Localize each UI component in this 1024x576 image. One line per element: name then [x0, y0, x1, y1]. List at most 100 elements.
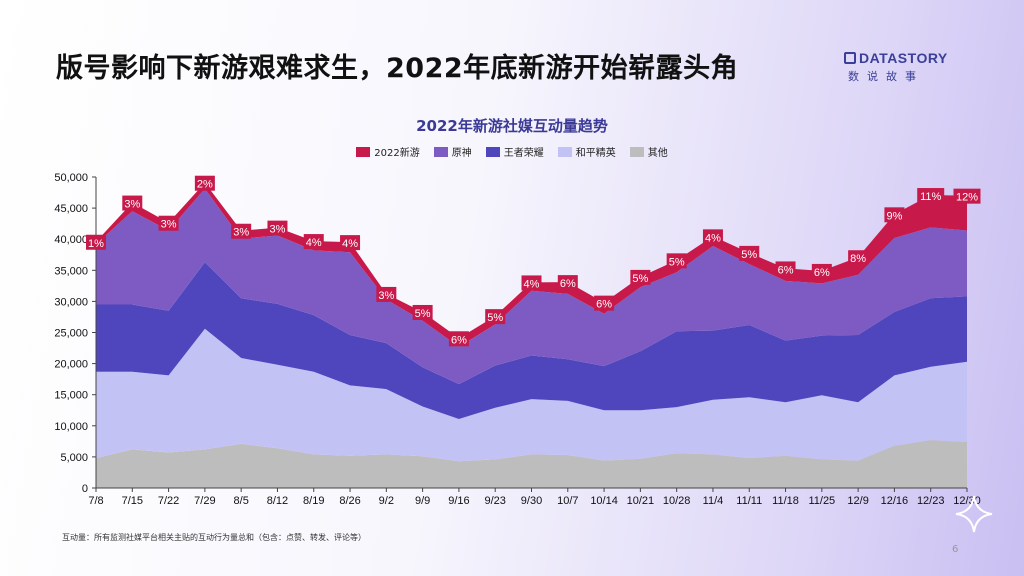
percent-label-bg — [158, 215, 179, 231]
percent-label-bg — [811, 263, 832, 279]
legend-swatch — [557, 146, 572, 157]
legend-swatch — [629, 146, 644, 157]
x-tick-label: 9/16 — [448, 495, 469, 507]
percent-label-bg — [86, 234, 106, 250]
percent-label: 5% — [632, 273, 648, 285]
x-tick-label: 11/4 — [703, 495, 724, 507]
percent-label-bg — [702, 229, 723, 245]
x-tick-label: 7/22 — [158, 495, 179, 507]
legend-item: 王者荣耀 — [485, 144, 544, 159]
percent-label: 3% — [161, 219, 177, 231]
percent-label-bg — [267, 220, 288, 236]
percent-label-bg — [884, 207, 905, 223]
percent-label: 4% — [306, 237, 322, 249]
percent-label-bg — [739, 245, 760, 261]
percent-label: 9% — [886, 210, 902, 222]
percent-label: 6% — [560, 278, 576, 290]
percent-label-bg — [485, 309, 506, 325]
logo-name: DATASTORY — [859, 50, 948, 66]
y-tick-label: 20,000 — [54, 359, 88, 371]
percent-label: 5% — [415, 308, 431, 320]
sparkle-icon — [955, 495, 993, 533]
percent-label: 6% — [814, 267, 830, 279]
percent-label-bg — [521, 275, 542, 291]
x-tick-label: 11/18 — [772, 495, 799, 507]
percent-label: 4% — [705, 232, 721, 244]
percent-label: 3% — [378, 290, 394, 302]
percent-label: 6% — [778, 264, 794, 276]
percent-label-bg — [303, 234, 324, 250]
percent-label: 1% — [88, 238, 104, 250]
page-number: 6 — [952, 544, 959, 555]
legend-label: 原神 — [451, 148, 472, 159]
legend-label: 其他 — [647, 148, 668, 159]
y-tick-label: 35,000 — [54, 265, 88, 277]
percent-label-bg — [917, 188, 945, 204]
y-tick-label: 5,000 — [60, 452, 88, 464]
percent-label: 2% — [197, 179, 213, 191]
x-tick-label: 7/15 — [122, 495, 143, 507]
percent-label-bg — [412, 304, 433, 320]
percent-label-bg — [848, 250, 869, 266]
x-tick-label: 9/23 — [484, 495, 505, 507]
x-tick-label: 10/14 — [590, 495, 618, 507]
percent-label-bg — [666, 253, 687, 269]
logo-mark-icon — [844, 52, 856, 64]
percent-label-bg — [557, 275, 578, 291]
percent-label-bg — [122, 195, 143, 211]
x-tick-label: 10/7 — [557, 495, 578, 507]
percent-label-bg — [594, 295, 615, 311]
percent-label-bg — [376, 286, 397, 302]
legend-label: 王者荣耀 — [503, 148, 544, 159]
x-tick-label: 9/2 — [379, 495, 394, 507]
percent-label: 4% — [524, 278, 540, 290]
percent-label-bg — [340, 235, 361, 251]
legend-item: 其他 — [629, 144, 668, 159]
legend-item: 原神 — [433, 144, 472, 159]
x-tick-label: 7/29 — [194, 495, 215, 507]
x-tick-label: 8/5 — [234, 495, 249, 507]
x-tick-label: 9/30 — [521, 495, 542, 507]
series-area — [96, 188, 967, 385]
percent-label: 3% — [124, 199, 140, 211]
legend-swatch — [356, 146, 371, 157]
percent-label-bg — [194, 175, 215, 191]
legend-swatch — [433, 146, 448, 157]
percent-label-bg — [953, 188, 981, 204]
y-tick-label: 15,000 — [54, 390, 88, 402]
percent-label: 11% — [920, 191, 941, 203]
x-tick-label: 12/16 — [881, 495, 909, 507]
x-tick-label: 8/12 — [267, 495, 288, 507]
x-tick-label: 12/23 — [917, 495, 945, 507]
y-tick-label: 45,000 — [54, 203, 88, 215]
chart-legend: 2022新游 原神 王者荣耀 和平精英 其他 — [0, 144, 1024, 159]
footnote: 互动量：所有监测社媒平台相关主贴的互动行为量总和（包含：点赞、转发、评论等） — [62, 533, 366, 542]
series-area — [96, 440, 967, 488]
y-tick-label: 10,000 — [54, 421, 88, 433]
percent-label: 6% — [596, 299, 612, 311]
percent-label: 5% — [741, 249, 757, 261]
y-tick-label: 40,000 — [54, 234, 88, 246]
x-tick-label: 10/28 — [663, 495, 691, 507]
logo-subtitle: 数说故事 — [848, 70, 924, 83]
x-tick-label: 8/26 — [339, 495, 360, 507]
percent-label: 4% — [342, 238, 358, 250]
y-tick-label: 25,000 — [54, 328, 88, 340]
x-tick-label: 11/25 — [808, 495, 835, 507]
percent-label-bg — [630, 269, 651, 285]
percent-label: 8% — [850, 253, 866, 265]
percent-label: 3% — [270, 224, 286, 236]
series-area — [96, 328, 967, 462]
percent-label: 6% — [451, 334, 467, 346]
percent-label-bg — [231, 223, 252, 239]
percent-label: 5% — [669, 256, 685, 268]
y-tick-label: 30,000 — [54, 296, 88, 308]
legend-swatch — [485, 146, 500, 157]
legend-label: 2022新游 — [374, 148, 420, 159]
percent-label: 5% — [487, 312, 503, 324]
x-tick-label: 7/8 — [88, 495, 103, 507]
x-tick-label: 12/9 — [847, 495, 868, 507]
x-tick-label: 8/19 — [303, 495, 324, 507]
x-tick-label: 11/11 — [736, 495, 762, 507]
